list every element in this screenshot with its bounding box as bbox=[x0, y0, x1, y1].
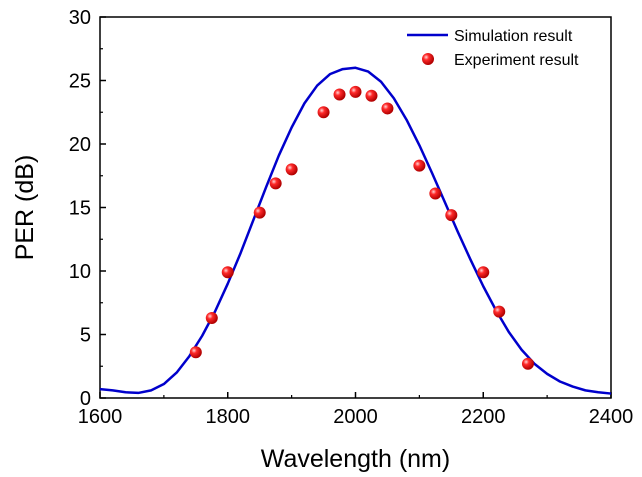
experiment-point-10 bbox=[381, 102, 394, 115]
y-tick-label-0: 0 bbox=[80, 388, 91, 410]
experiment-point-9 bbox=[365, 89, 378, 102]
experiment-point-7 bbox=[333, 88, 346, 101]
experiment-point-12 bbox=[429, 187, 442, 200]
legend: Simulation result Experiment result bbox=[407, 28, 579, 69]
y-tick-label-2: 10 bbox=[69, 261, 91, 283]
y-tick-label-6: 30 bbox=[69, 7, 91, 29]
simulation-line bbox=[99, 66, 612, 395]
experiment-point-0 bbox=[189, 346, 202, 359]
plot-frame bbox=[99, 16, 612, 399]
experiment-point-2 bbox=[221, 266, 234, 279]
x-tick-label-2: 2000 bbox=[333, 406, 378, 428]
x-tick-label-3: 2200 bbox=[461, 406, 506, 428]
y-axis-label: PER (dB) bbox=[11, 155, 39, 261]
x-axis-label: Wavelength (nm) bbox=[261, 445, 450, 473]
experiment-point-1 bbox=[205, 311, 218, 324]
experiment-point-11 bbox=[413, 159, 426, 172]
experiment-point-14 bbox=[477, 266, 490, 279]
experiment-point-8 bbox=[349, 85, 362, 98]
experiment-point-13 bbox=[445, 209, 458, 222]
legend-label-simulation: Simulation result bbox=[454, 28, 573, 45]
experiment-point-5 bbox=[285, 163, 298, 176]
experiment-point-3 bbox=[253, 206, 266, 219]
legend-marker-swatch bbox=[422, 53, 434, 65]
experiment-point-15 bbox=[493, 305, 506, 318]
experiment-point-6 bbox=[317, 106, 330, 119]
legend-label-experiment: Experiment result bbox=[454, 52, 579, 69]
experiment-point-4 bbox=[269, 177, 282, 190]
x-tick-label-4: 2400 bbox=[589, 406, 634, 428]
x-tick-label-0: 1600 bbox=[78, 406, 123, 428]
y-tick-label-5: 25 bbox=[69, 71, 91, 93]
y-tick-label-3: 15 bbox=[69, 198, 91, 220]
y-tick-label-1: 5 bbox=[80, 325, 91, 347]
x-tick-label-1: 1800 bbox=[206, 406, 251, 428]
y-tick-label-4: 20 bbox=[69, 134, 91, 156]
experiment-point-16 bbox=[521, 357, 534, 370]
